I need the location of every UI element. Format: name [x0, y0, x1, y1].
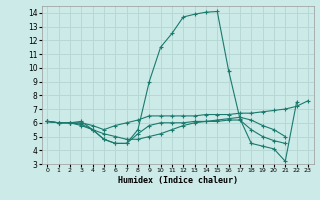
X-axis label: Humidex (Indice chaleur): Humidex (Indice chaleur) — [118, 176, 237, 185]
